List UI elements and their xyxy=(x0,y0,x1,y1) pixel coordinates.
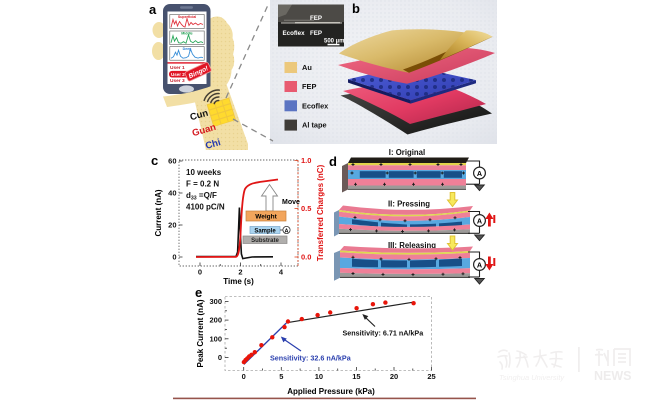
svg-text:100: 100 xyxy=(209,334,222,343)
svg-text:60: 60 xyxy=(168,157,176,166)
svg-text:Ecoflex: Ecoflex xyxy=(283,30,306,37)
svg-text:Middle: Middle xyxy=(181,31,192,35)
svg-text:200: 200 xyxy=(209,316,222,325)
svg-text:A: A xyxy=(477,169,482,178)
svg-text:Applied Pressure (kPa): Applied Pressure (kPa) xyxy=(287,387,375,396)
svg-text:Chi: Chi xyxy=(204,137,222,152)
svg-text:NEWS: NEWS xyxy=(594,369,632,383)
svg-text:500 µm: 500 µm xyxy=(324,39,344,45)
svg-text:FEP: FEP xyxy=(310,30,322,37)
svg-text:Peak Current (nA): Peak Current (nA) xyxy=(196,299,205,367)
svg-text:d33 =Q/F: d33 =Q/F xyxy=(186,191,217,202)
svg-text:Al tape: Al tape xyxy=(302,121,327,130)
svg-text:User 3: User 3 xyxy=(170,78,185,84)
svg-text:e: e xyxy=(195,285,202,300)
svg-text:b: b xyxy=(352,1,360,16)
svg-text:0.5: 0.5 xyxy=(301,204,311,213)
svg-text:Substrate: Substrate xyxy=(251,238,279,244)
svg-text:10: 10 xyxy=(315,372,323,381)
svg-text:15: 15 xyxy=(352,372,360,381)
svg-text:a: a xyxy=(149,2,157,17)
svg-text:Sensitivity: 32.6 nA/kPa: Sensitivity: 32.6 nA/kPa xyxy=(270,354,352,363)
svg-text:25: 25 xyxy=(427,372,435,381)
svg-text:20: 20 xyxy=(168,221,176,230)
svg-text:c: c xyxy=(151,153,158,168)
svg-text:d: d xyxy=(329,154,337,169)
svg-text:2: 2 xyxy=(238,268,242,277)
svg-text:20: 20 xyxy=(390,372,398,381)
svg-text:Transferred Charges (nC): Transferred Charges (nC) xyxy=(316,164,325,261)
svg-text:A: A xyxy=(477,260,482,269)
svg-text:0: 0 xyxy=(218,353,222,362)
svg-text:Tsinghua University: Tsinghua University xyxy=(499,373,565,382)
svg-text:4100 pC/N: 4100 pC/N xyxy=(186,203,225,212)
svg-text:Au: Au xyxy=(302,63,312,72)
svg-text:FEP: FEP xyxy=(302,82,316,91)
svg-text:III: Releasing: III: Releasing xyxy=(388,241,436,250)
svg-text:Cun: Cun xyxy=(189,108,210,124)
svg-text:Ecoflex: Ecoflex xyxy=(302,101,329,110)
svg-text:Sensitivity: 6.71 nA/kPa: Sensitivity: 6.71 nA/kPa xyxy=(343,328,425,337)
svg-text:10 weeks: 10 weeks xyxy=(186,168,222,177)
svg-text:User 2: User 2 xyxy=(171,72,185,77)
svg-text:I: Original: I: Original xyxy=(389,148,425,157)
svg-text:FEP: FEP xyxy=(310,15,322,22)
svg-text:300: 300 xyxy=(209,297,222,306)
svg-text:A: A xyxy=(285,228,289,234)
svg-text:User 1: User 1 xyxy=(170,65,185,71)
svg-text:1.0: 1.0 xyxy=(301,156,311,165)
svg-text:5: 5 xyxy=(279,372,283,381)
svg-text:Sample: Sample xyxy=(254,228,276,234)
svg-text:40: 40 xyxy=(168,189,176,198)
svg-text:Deep: Deep xyxy=(183,47,193,51)
svg-text:0: 0 xyxy=(242,372,246,381)
svg-text:0.0: 0.0 xyxy=(301,253,311,262)
svg-text:A: A xyxy=(477,216,482,225)
svg-text:Move: Move xyxy=(282,199,300,206)
svg-text:Time (s): Time (s) xyxy=(223,277,254,286)
svg-text:II: Pressing: II: Pressing xyxy=(388,200,430,209)
svg-text:0: 0 xyxy=(198,268,202,277)
svg-text:0: 0 xyxy=(172,253,176,262)
svg-text:Current (nA): Current (nA) xyxy=(154,189,163,236)
svg-text:4: 4 xyxy=(279,268,284,277)
svg-text:F = 0.2 N: F = 0.2 N xyxy=(186,180,219,189)
svg-text:Weight: Weight xyxy=(255,214,277,221)
